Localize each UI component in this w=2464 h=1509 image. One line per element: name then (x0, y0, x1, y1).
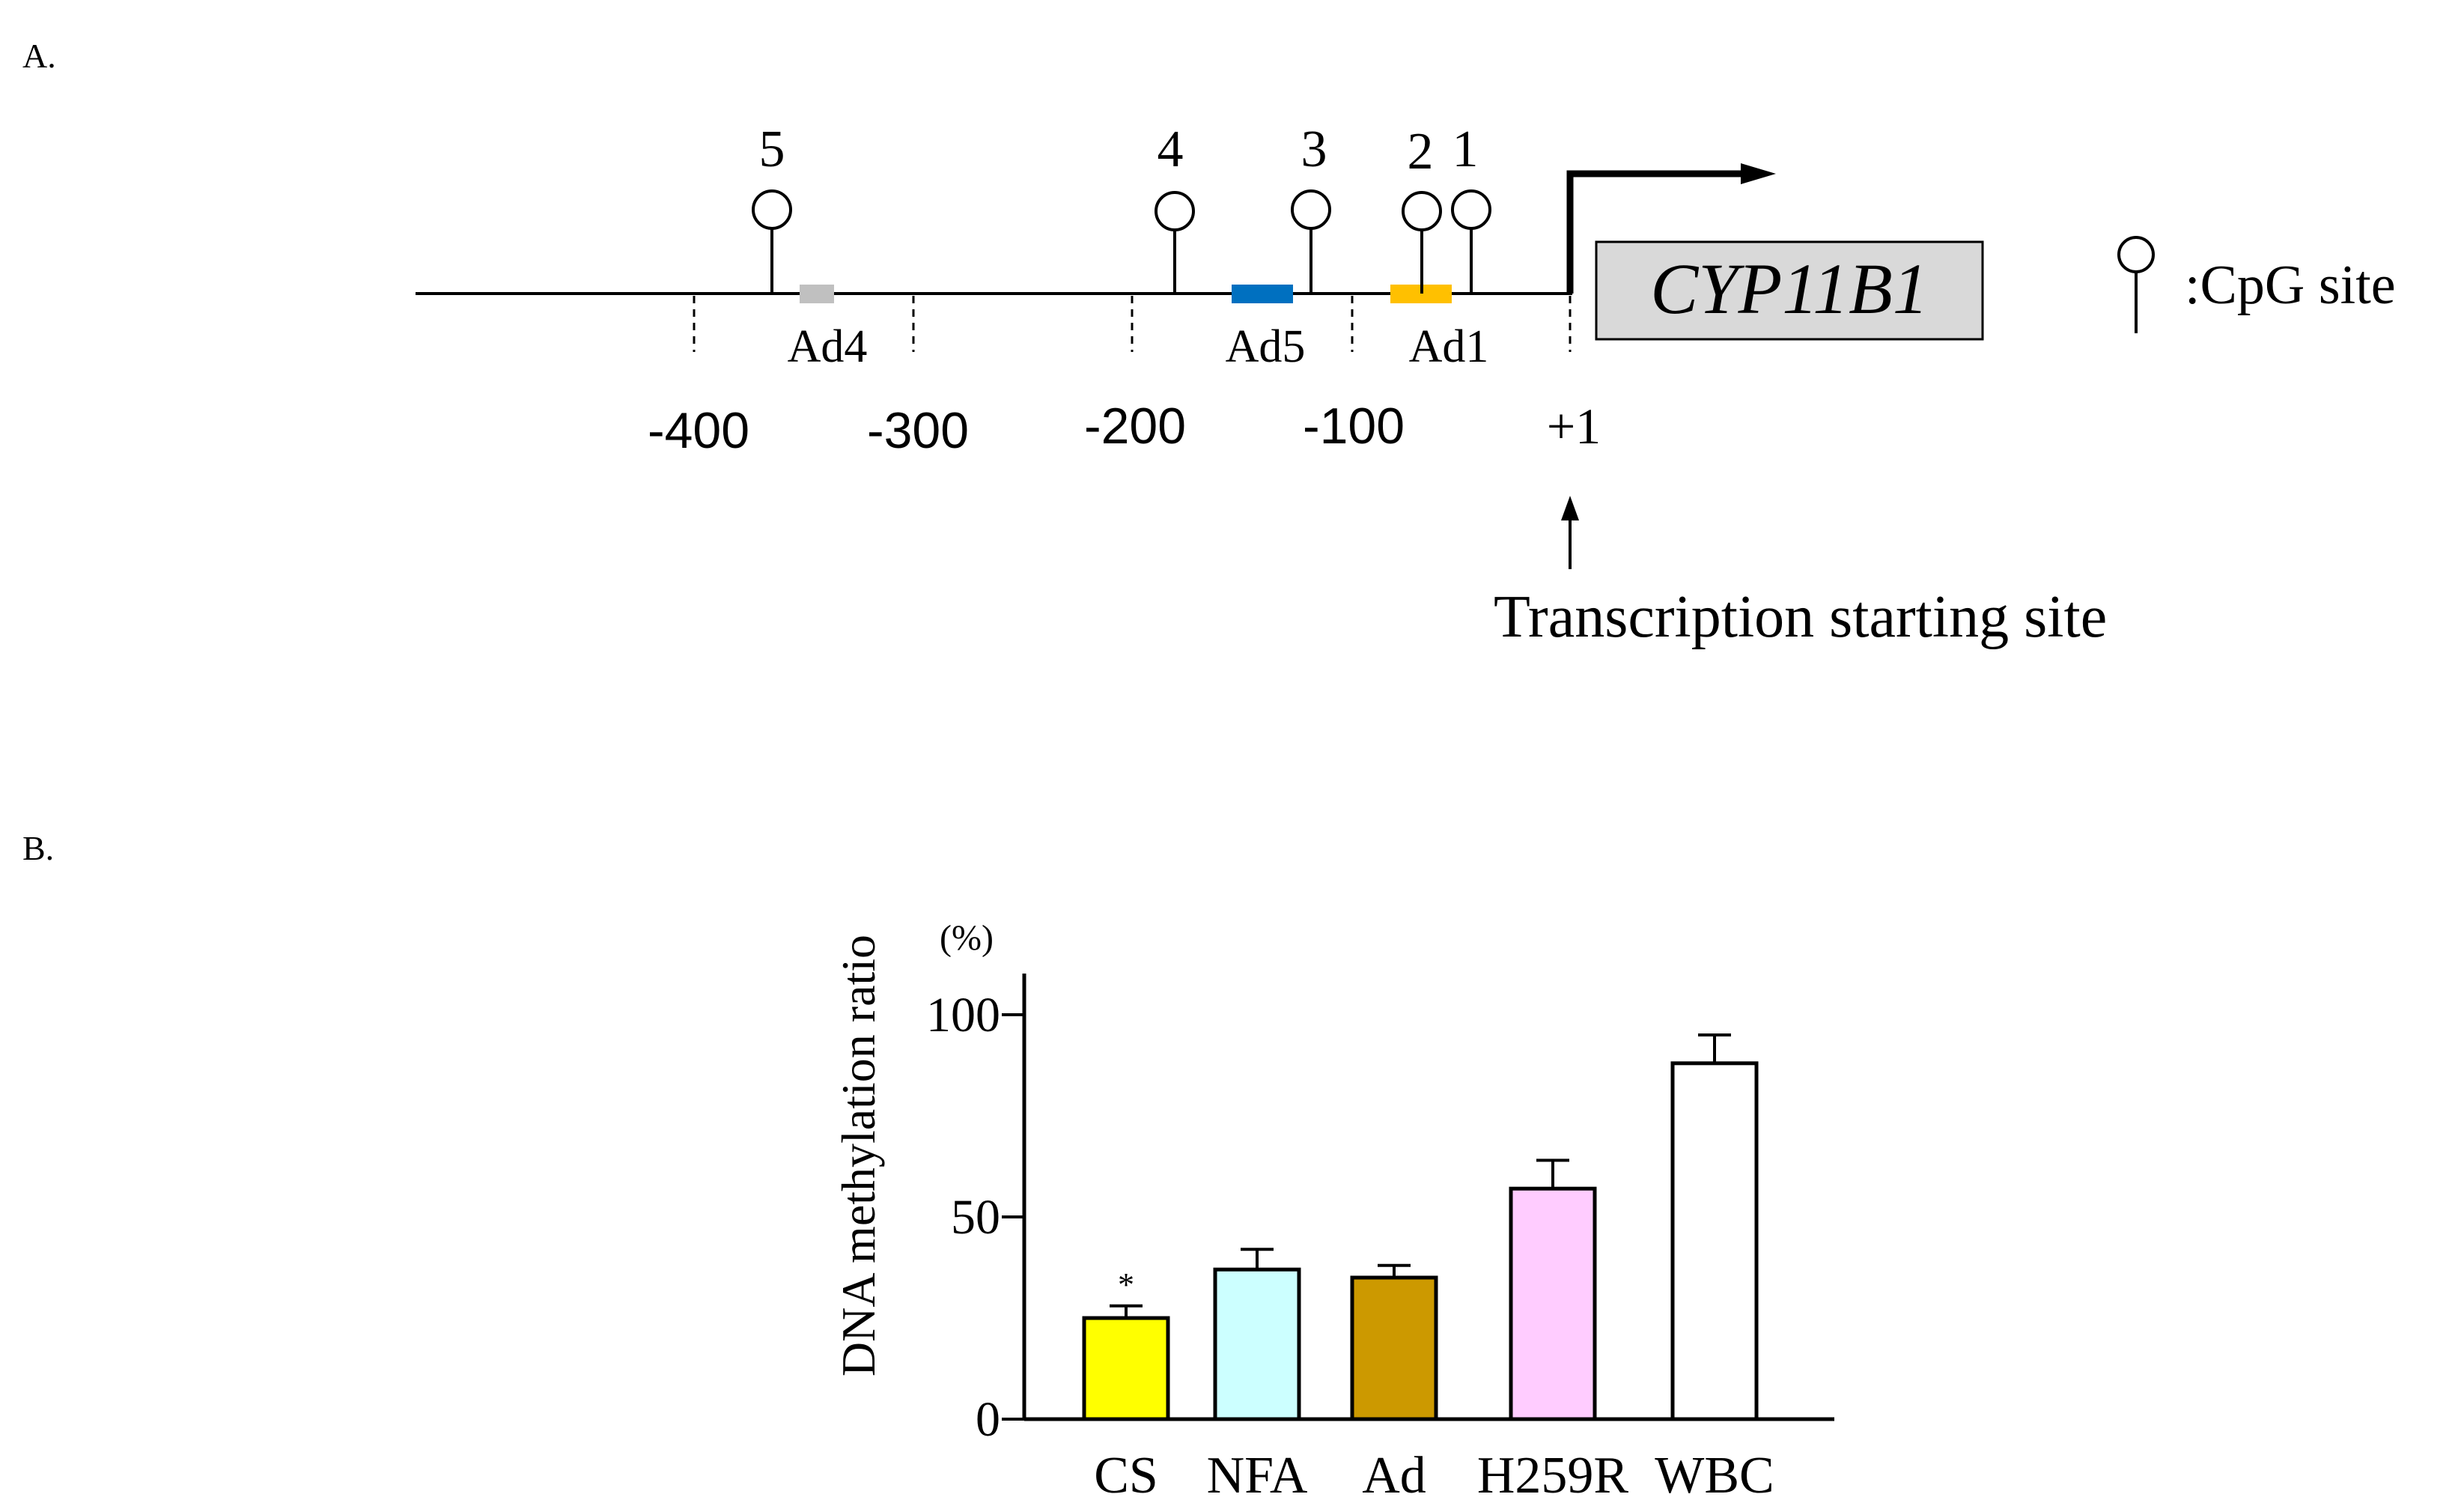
cpg-number-1: 1 (1452, 121, 1479, 178)
ad5-element (1232, 285, 1293, 303)
bar-cs (1082, 1316, 1170, 1421)
panel-b-label: B. (22, 829, 54, 867)
position-label-minus200: -200 (1084, 398, 1186, 455)
ad4-label: Ad4 (788, 321, 868, 372)
tss-arrow (1561, 496, 1579, 569)
transcription-arrow (1566, 163, 1776, 294)
cpg-number-4: 4 (1158, 121, 1184, 178)
y-tick-label: 50 (951, 1190, 1000, 1245)
significance-marker: * (1118, 1266, 1134, 1303)
position-label-plus1: +1 (1547, 398, 1601, 455)
cpg-legend-label: :CpG site (2185, 255, 2396, 316)
ad4-element (800, 285, 834, 303)
x-tick-label-nfa: NFA (1207, 1447, 1308, 1505)
y-axis-title: DNA methylation ratio (832, 935, 885, 1376)
cpg-number-5: 5 (759, 121, 785, 178)
position-label-minus300: -300 (867, 402, 969, 459)
cpg-number-2: 2 (1408, 123, 1434, 180)
panel-a-label: A. (22, 37, 56, 75)
x-tick-label-cs: CS (1094, 1447, 1158, 1505)
cpg-number-3: 3 (1301, 121, 1327, 178)
cpg-site-3 (1291, 189, 1331, 294)
cpg-site-4 (1155, 191, 1195, 294)
position-markers (693, 296, 1572, 352)
ad1-label: Ad1 (1409, 321, 1489, 372)
x-tick-label-ad: Ad (1362, 1447, 1426, 1505)
y-tick-label: 0 (976, 1392, 1000, 1447)
cpg-site-5 (752, 189, 792, 294)
bar-ad (1350, 1275, 1438, 1421)
gene-name: CYP11B1 (1650, 249, 1929, 329)
ad5-label: Ad5 (1226, 321, 1306, 372)
bar-wbc (1670, 1061, 1759, 1421)
gene-box (1595, 240, 1984, 341)
y-axis-unit: (%) (940, 918, 994, 958)
y-tick-label: 100 (926, 988, 1000, 1042)
position-label-minus100: -100 (1303, 398, 1405, 455)
position-label-minus400: -400 (648, 402, 749, 459)
cpg-site-1 (1451, 189, 1491, 294)
bar-h259r (1509, 1186, 1597, 1421)
x-tick-label-h259r: H259R (1477, 1447, 1629, 1505)
x-tick-label-wbc: WBC (1655, 1447, 1774, 1505)
bar-nfa (1213, 1267, 1301, 1421)
tss-label: Transcription starting site (1494, 584, 2107, 650)
methylation-chart: DNA methylation ratio (%) 0 50 100 CS NFA Ad H… (832, 918, 1834, 1505)
cpg-site-2 (1402, 191, 1442, 294)
cpg-legend-icon (2117, 236, 2155, 333)
